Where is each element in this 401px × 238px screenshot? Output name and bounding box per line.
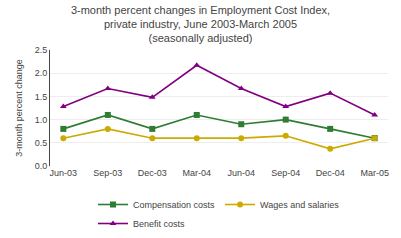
svg-text:Wages and salaries: Wages and salaries xyxy=(260,200,339,210)
svg-text:3-month percent change: 3-month percent change xyxy=(14,59,24,157)
svg-text:0.0: 0.0 xyxy=(35,161,48,171)
svg-text:1.5: 1.5 xyxy=(35,92,48,102)
svg-text:Mar-04: Mar-04 xyxy=(183,168,212,178)
svg-text:Compensation costs: Compensation costs xyxy=(133,200,215,210)
svg-text:3-month percent changes in Emp: 3-month percent changes in Employment Co… xyxy=(71,4,330,45)
svg-text:Dec-03: Dec-03 xyxy=(138,168,167,178)
svg-text:Benefit costs: Benefit costs xyxy=(133,219,185,229)
svg-text:Jun-03: Jun-03 xyxy=(50,168,78,178)
svg-text:2.0: 2.0 xyxy=(35,68,48,78)
svg-text:Jun-04: Jun-04 xyxy=(227,168,255,178)
svg-text:0.5: 0.5 xyxy=(35,138,48,148)
svg-text:Sep-03: Sep-03 xyxy=(93,168,122,178)
svg-text:1.0: 1.0 xyxy=(35,115,48,125)
svg-text:Sep-04: Sep-04 xyxy=(271,168,300,178)
svg-text:2.5: 2.5 xyxy=(35,45,48,55)
svg-text:Mar-05: Mar-05 xyxy=(360,168,389,178)
svg-text:Dec-04: Dec-04 xyxy=(316,168,345,178)
